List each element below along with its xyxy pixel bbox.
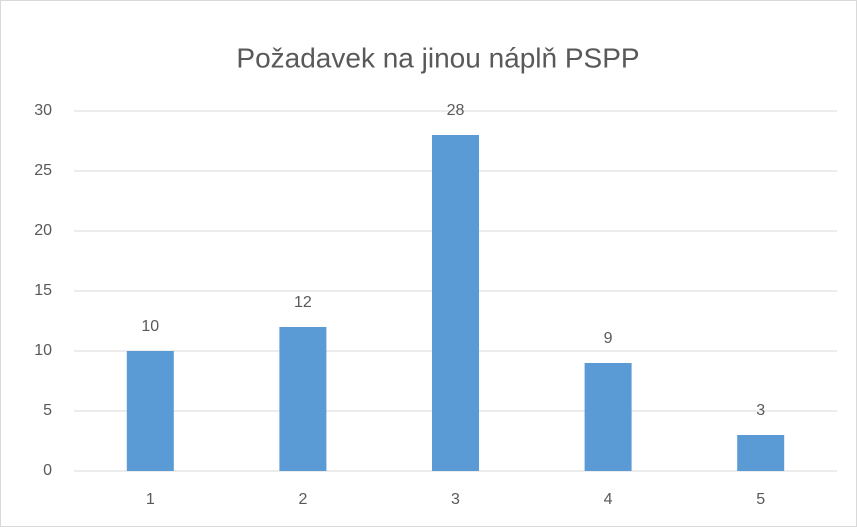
x-tick-label: 4 [604,491,613,508]
chart-title: Požadavek na jinou náplň PSPP [236,42,639,73]
y-tick-label: 20 [34,222,52,239]
bar [279,327,327,471]
y-tick-label: 0 [43,462,52,479]
y-tick-label: 10 [34,342,52,359]
x-tick-label: 2 [298,491,307,508]
x-tick-label: 5 [756,491,765,508]
data-label: 10 [141,318,159,335]
y-tick-label: 15 [34,282,52,299]
x-tick-label: 3 [451,491,460,508]
data-label: 9 [604,330,613,347]
bar [126,351,174,471]
bar [584,363,632,471]
x-tick-label: 1 [146,491,155,508]
y-tick-label: 5 [43,402,52,419]
bar [737,435,785,471]
y-tick-label: 30 [34,102,52,119]
data-label: 28 [447,102,465,119]
bar [432,135,479,471]
y-tick-label: 25 [34,162,52,179]
data-label: 3 [756,402,765,419]
data-label: 12 [294,294,312,311]
